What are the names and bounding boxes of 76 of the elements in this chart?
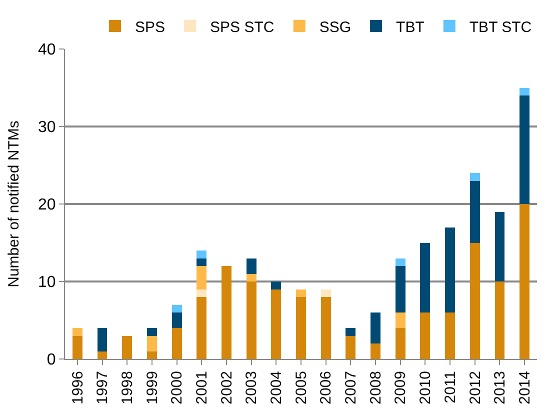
bar bbox=[420, 312, 430, 359]
bar bbox=[470, 173, 480, 181]
bar bbox=[172, 312, 182, 328]
bar bbox=[97, 351, 108, 359]
bar bbox=[346, 328, 356, 336]
legend-label: TBT bbox=[396, 18, 424, 36]
bar bbox=[246, 282, 256, 359]
bar bbox=[172, 304, 182, 312]
y-tick-label: 40 bbox=[38, 42, 56, 59]
bar bbox=[320, 289, 331, 297]
x-tick-label: 2005 bbox=[292, 371, 310, 404]
bar bbox=[420, 242, 430, 312]
bar bbox=[196, 250, 207, 258]
legend-label: SSG bbox=[319, 18, 352, 36]
bar bbox=[222, 266, 232, 359]
x-tick-label: 2004 bbox=[268, 371, 286, 404]
bar bbox=[395, 312, 406, 328]
x-tick-label: 2009 bbox=[392, 371, 410, 404]
bar bbox=[246, 258, 256, 274]
y-tick-label: 20 bbox=[38, 196, 56, 214]
x-tick-label: 2010 bbox=[417, 371, 434, 404]
legend-label: TBT STC bbox=[469, 18, 532, 36]
x-tick-label: 2013 bbox=[492, 371, 509, 404]
x-tick-label: 1997 bbox=[94, 371, 112, 404]
bar bbox=[172, 328, 182, 359]
y-axis-title: Number of notified NTMs bbox=[5, 120, 22, 288]
bar bbox=[296, 289, 306, 297]
legend-label: SPS bbox=[135, 18, 166, 36]
x-tick-label: 2006 bbox=[318, 371, 335, 404]
bar bbox=[146, 336, 157, 352]
bar bbox=[346, 336, 356, 359]
x-tick-label: 1998 bbox=[118, 371, 136, 404]
bar bbox=[271, 282, 282, 290]
bar bbox=[72, 328, 82, 336]
x-tick-label: 2000 bbox=[168, 371, 186, 404]
bar bbox=[470, 180, 480, 243]
x-tick-label: 2001 bbox=[194, 371, 211, 404]
bar bbox=[395, 258, 406, 266]
bar bbox=[320, 297, 331, 359]
x-tick-label: 2012 bbox=[466, 371, 484, 404]
bar bbox=[370, 344, 380, 359]
bar bbox=[395, 328, 406, 359]
bar bbox=[196, 289, 207, 297]
legend-label: SPS STC bbox=[210, 18, 274, 36]
bar bbox=[196, 297, 207, 359]
bar bbox=[296, 297, 306, 359]
bar bbox=[395, 266, 406, 312]
bar bbox=[271, 289, 282, 359]
bar bbox=[445, 227, 456, 312]
x-tick-label: 2008 bbox=[367, 371, 384, 404]
y-tick-label: 10 bbox=[38, 274, 56, 292]
bar bbox=[370, 312, 380, 344]
x-tick-label: 2011 bbox=[442, 371, 459, 404]
bar bbox=[196, 258, 207, 266]
bar bbox=[494, 212, 505, 282]
x-tick-label: 2007 bbox=[342, 371, 360, 404]
x-tick-label: 2014 bbox=[516, 371, 534, 404]
x-tick-label: 2003 bbox=[243, 371, 260, 404]
bar bbox=[246, 274, 256, 282]
bar bbox=[122, 336, 132, 359]
bar bbox=[196, 266, 207, 290]
bar bbox=[97, 328, 108, 352]
bar bbox=[494, 282, 505, 359]
bar bbox=[72, 336, 82, 359]
x-tick-label: 2002 bbox=[218, 371, 236, 404]
x-tick-label: 1996 bbox=[69, 371, 86, 404]
bar bbox=[520, 204, 530, 359]
bar bbox=[470, 242, 480, 359]
y-tick-label: 30 bbox=[38, 119, 56, 136]
bar bbox=[146, 328, 157, 336]
x-tick-label: 1999 bbox=[144, 371, 161, 404]
bar bbox=[146, 351, 157, 359]
bar bbox=[520, 88, 530, 96]
y-tick-label: 0 bbox=[46, 352, 56, 369]
bar bbox=[445, 312, 456, 359]
bar bbox=[520, 96, 530, 204]
